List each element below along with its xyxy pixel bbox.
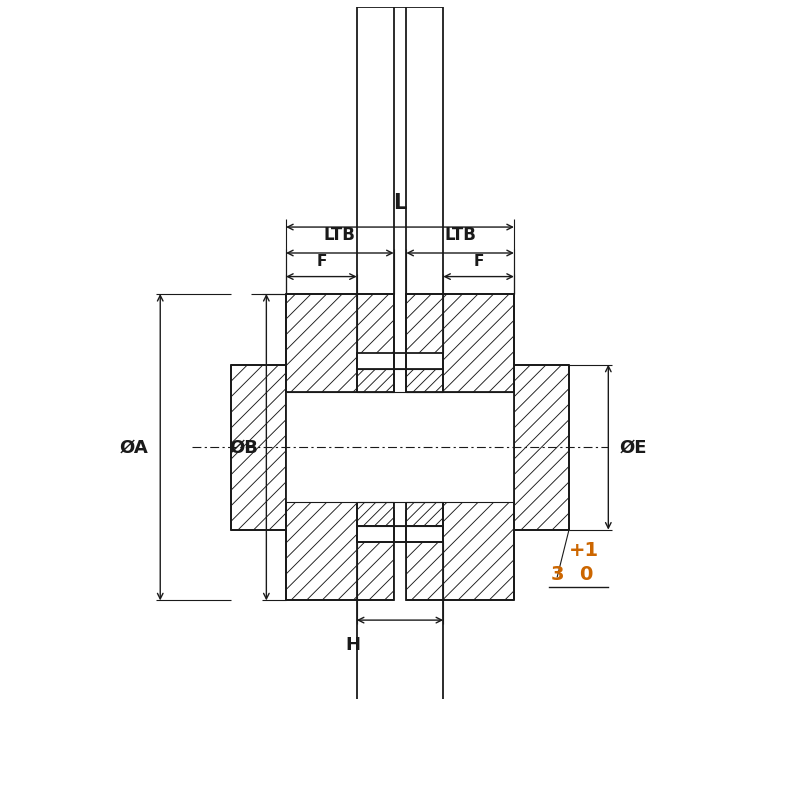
Text: +1: +1 — [569, 542, 599, 561]
Polygon shape — [357, 502, 394, 526]
Text: ØE: ØE — [620, 438, 648, 456]
Text: ØA: ØA — [120, 438, 149, 456]
Text: 0: 0 — [579, 565, 593, 584]
Polygon shape — [394, 294, 406, 601]
Text: ØB: ØB — [230, 438, 258, 456]
Polygon shape — [406, 502, 514, 601]
Polygon shape — [357, 353, 443, 369]
Polygon shape — [406, 502, 443, 526]
Polygon shape — [357, 526, 443, 542]
Text: H: H — [346, 636, 360, 654]
Text: 3: 3 — [551, 565, 565, 584]
Polygon shape — [357, 369, 394, 392]
Polygon shape — [231, 365, 286, 530]
Polygon shape — [406, 369, 443, 392]
Polygon shape — [286, 502, 394, 601]
Polygon shape — [406, 294, 514, 392]
Text: F: F — [316, 254, 326, 269]
Polygon shape — [286, 392, 514, 502]
Polygon shape — [514, 365, 569, 530]
Text: L: L — [394, 193, 406, 213]
Polygon shape — [286, 294, 394, 392]
Text: LTB: LTB — [324, 226, 356, 243]
Text: F: F — [474, 254, 484, 269]
Text: LTB: LTB — [444, 226, 476, 243]
